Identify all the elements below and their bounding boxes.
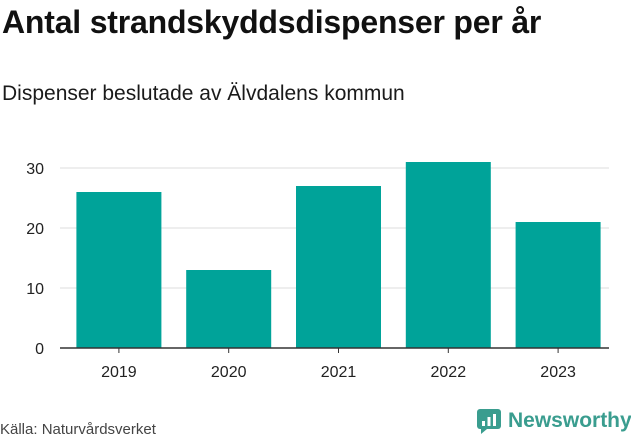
bar (405, 162, 491, 348)
x-tick-label: 2023 (540, 364, 576, 381)
newsworthy-logo-icon (477, 409, 501, 434)
x-tick-label: 2020 (211, 364, 247, 381)
source-note: Källa: Naturvårdsverket (0, 421, 156, 438)
x-tick-label: 2019 (101, 364, 137, 381)
bar (515, 222, 601, 348)
y-tick-label: 20 (26, 221, 44, 238)
bar (296, 186, 381, 348)
x-tick-label: 2021 (321, 364, 357, 381)
y-tick-label: 0 (35, 341, 44, 358)
chart-subtitle: Dispenser beslutade av Älvdalens kommun (2, 82, 405, 105)
y-tick-label: 30 (26, 161, 44, 178)
chart-title: Antal strandskyddsdispenser per år (2, 4, 542, 40)
x-tick-label: 2022 (431, 364, 467, 381)
brand-logo: Newsworthy (476, 408, 631, 434)
bar (186, 270, 272, 348)
bar (76, 192, 162, 348)
y-tick-label: 10 (26, 281, 44, 298)
brand-name: Newsworthy (508, 409, 631, 432)
